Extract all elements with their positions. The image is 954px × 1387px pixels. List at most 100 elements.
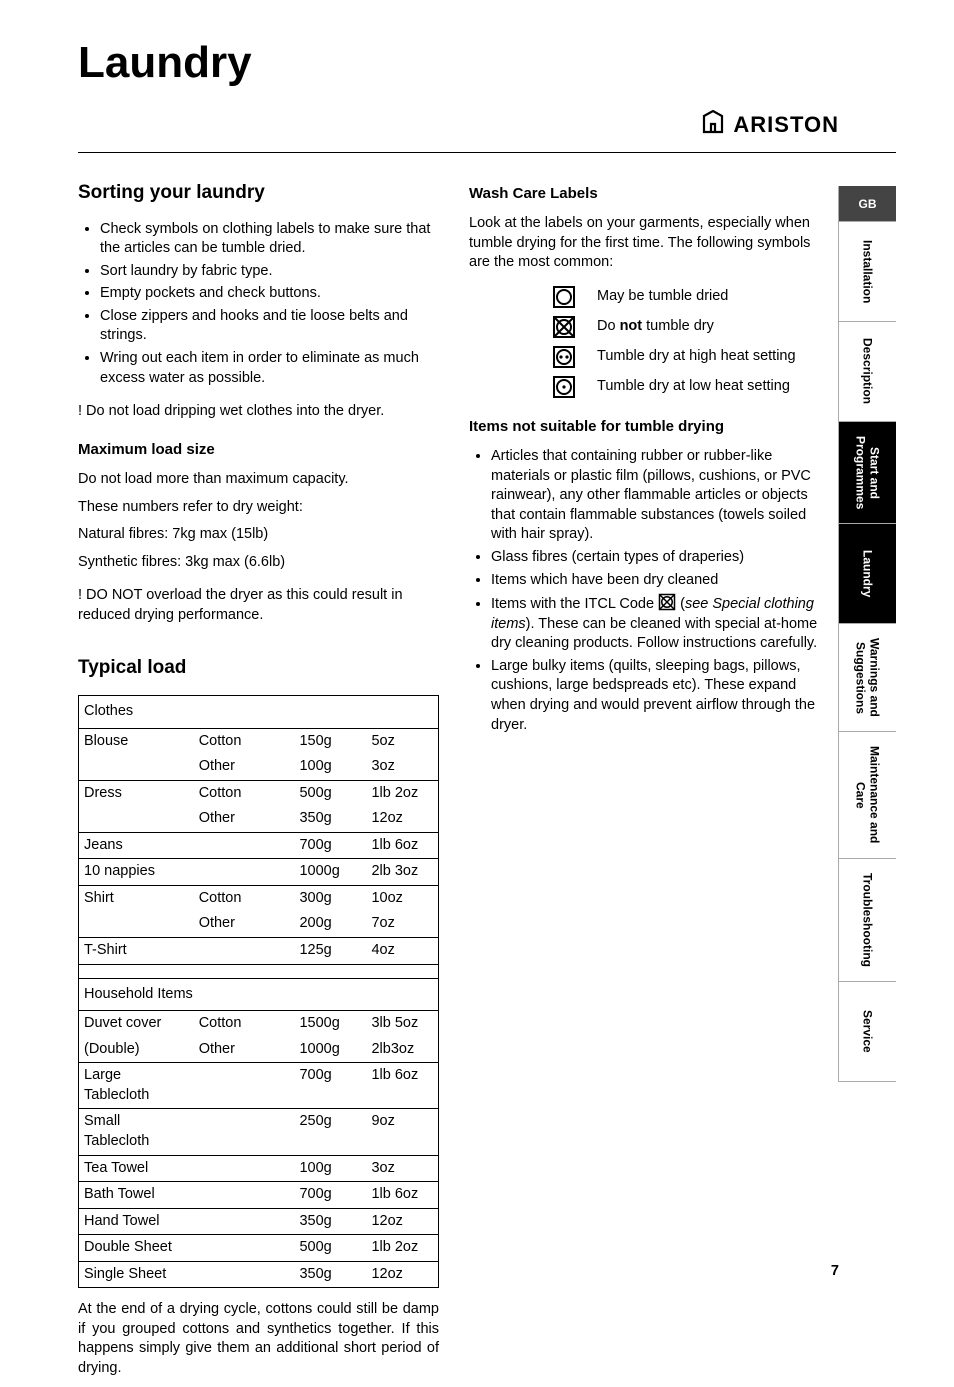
table-cell: 10oz [366,885,438,911]
washcare-heading: Wash Care Labels [469,184,830,204]
table-cell: Dress [79,780,194,806]
side-tabs: GB InstallationDescriptionStart and Prog… [838,186,896,1082]
table-cell: Blouse [79,728,194,754]
table-cell: 12oz [366,1208,438,1235]
symbol-label: Tumble dry at high heat setting [597,347,796,367]
maxload-text: These numbers refer to dry weight: [78,498,439,518]
maxload-heading: Maximum load size [78,440,439,460]
warning-text: ! Do not load dripping wet clothes into … [78,402,439,422]
sorting-item: Check symbols on clothing labels to make… [100,220,439,259]
table-cell: 500g [294,780,366,806]
symbol-row: Do not tumble dry [549,315,830,339]
tab-description[interactable]: Description [838,322,896,422]
table-cell: 350g [294,1208,366,1235]
notsuitable-heading: Items not suitable for tumble drying [469,417,830,437]
table-cell: Other [194,754,295,780]
tab-gb[interactable]: GB [838,186,896,222]
table-cell [194,1155,295,1182]
symbol-label: Do not tumble dry [597,317,714,337]
table-cell: Other [194,806,295,832]
table-cell [194,1261,295,1288]
tab-warnings-and-suggestions[interactable]: Warnings and Suggestions [838,624,896,732]
table-cell: 1000g [294,1037,366,1063]
table-cell: 9oz [366,1109,438,1155]
table-cell: 500g [294,1235,366,1262]
table-cell: 100g [294,754,366,780]
table-cell: 700g [294,1182,366,1209]
brand-text: ARISTON [733,112,839,138]
tab-installation[interactable]: Installation [838,222,896,322]
table-cell: 300g [294,885,366,911]
symbol-label: May be tumble dried [597,287,728,307]
table-cell: 2lb3oz [366,1037,438,1063]
high-heat-icon [549,345,579,369]
table-cell: 10 nappies [79,859,194,886]
notsuitable-item: Items with the ITCL Code (see Special cl… [491,593,830,654]
table-cell: 1lb 6oz [366,832,438,859]
symbol-label: Tumble dry at low heat setting [597,377,790,397]
table-cell: Cotton [194,885,295,911]
table-cell: Jeans [79,832,194,859]
table-cell: Double Sheet [79,1235,194,1262]
table-cell: 3lb 5oz [366,1011,438,1037]
table-category: Household Items [79,978,439,1011]
typical-load-table: ClothesBlouseCotton150g5ozOther100g3ozDr… [78,695,439,1288]
table-cell: Small Tablecloth [79,1109,194,1155]
table-cell: 5oz [366,728,438,754]
notsuitable-item: Items which have been dry cleaned [491,571,830,591]
right-column: Wash Care Labels Look at the labels on y… [469,180,830,1387]
table-cell [79,806,194,832]
table-cell: Cotton [194,1011,295,1037]
table-cell: 700g [294,832,366,859]
table-cell: 3oz [366,754,438,780]
table-cell [194,1208,295,1235]
maxload-text: Do not load more than maximum capacity. [78,470,439,490]
table-cell: 12oz [366,806,438,832]
table-cell: 1000g [294,859,366,886]
table-cell [79,754,194,780]
notsuitable-list: Articles that containing rubber or rubbe… [469,447,830,735]
table-cell: 1lb 6oz [366,1182,438,1209]
table-cell: 12oz [366,1261,438,1288]
page-title: Laundry [78,38,252,88]
table-cell: 7oz [366,911,438,937]
notsuitable-item: Glass fibres (certain types of draperies… [491,548,830,568]
symbol-row: Tumble dry at low heat setting [549,375,830,399]
symbol-row: Tumble dry at high heat setting [549,345,830,369]
table-footnote: At the end of a drying cycle, cottons co… [78,1300,439,1378]
table-cell: 125g [294,938,366,965]
table-cell [194,1109,295,1155]
tab-start-and-programmes[interactable]: Start and Programmes [838,422,896,524]
table-cell: Cotton [194,728,295,754]
table-cell: Hand Towel [79,1208,194,1235]
house-icon [701,110,725,139]
table-cell [194,1235,295,1262]
table-cell: 150g [294,728,366,754]
tumble-dry-icon [549,285,579,309]
table-cell: Duvet cover [79,1011,194,1037]
table-cell: Tea Towel [79,1155,194,1182]
do-not-tumble-icon [549,315,579,339]
table-cell: 700g [294,1063,366,1109]
content-area: Sorting your laundry Check symbols on cl… [78,180,830,1387]
table-cell: 350g [294,806,366,832]
sorting-list: Check symbols on clothing labels to make… [78,220,439,389]
sorting-heading: Sorting your laundry [78,180,439,206]
table-cell [194,859,295,886]
table-cell: 3oz [366,1155,438,1182]
table-cell: Other [194,911,295,937]
washcare-intro: Look at the labels on your garments, esp… [469,214,830,273]
warning-text: ! DO NOT overload the dryer as this coul… [78,586,439,625]
tab-troubleshooting[interactable]: Troubleshooting [838,859,896,982]
notsuitable-item: Articles that containing rubber or rubbe… [491,447,830,545]
table-cell [194,938,295,965]
tab-service[interactable]: Service [838,982,896,1082]
table-cell: 4oz [366,938,438,965]
table-cell: 250g [294,1109,366,1155]
tab-maintenance-and-care[interactable]: Maintenance and Care [838,732,896,858]
table-cell [194,1182,295,1209]
table-cell: 1lb 2oz [366,1235,438,1262]
symbol-row: May be tumble dried [549,285,830,309]
table-cell [194,832,295,859]
tab-laundry[interactable]: Laundry [838,524,896,624]
